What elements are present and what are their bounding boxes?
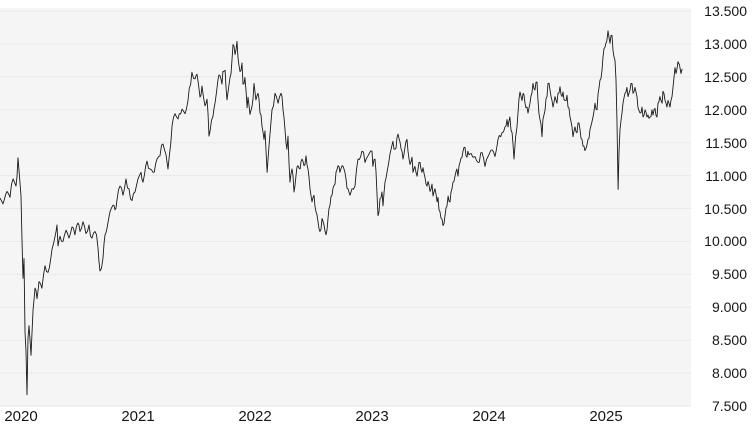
y-axis-label: 11.000 [705, 168, 747, 184]
x-axis-label: 2021 [121, 408, 155, 425]
y-axis-label: 11.500 [705, 135, 747, 151]
y-axis-label: 9.000 [711, 299, 747, 315]
plot-background [0, 8, 691, 406]
x-axis-label: 2023 [355, 408, 389, 425]
y-axis-label: 9.500 [711, 266, 747, 282]
y-axis-label: 7.500 [711, 398, 747, 414]
x-axis-label: 2020 [4, 408, 38, 425]
y-axis-label: 8.500 [711, 332, 747, 348]
price-line [0, 30, 683, 396]
x-axis-label: 2025 [589, 408, 623, 425]
y-axis-label: 10.000 [704, 233, 747, 249]
y-axis-label: 12.000 [704, 102, 747, 118]
y-axis-label: 8.000 [711, 365, 747, 381]
x-axis-label: 2024 [472, 408, 506, 425]
y-axis-label: 13.500 [704, 3, 747, 19]
y-axis-label: 10.500 [704, 201, 747, 217]
y-axis-label: 12.500 [704, 69, 747, 85]
y-axis-label: 13.000 [704, 36, 747, 52]
x-axis-label: 2022 [238, 408, 272, 425]
